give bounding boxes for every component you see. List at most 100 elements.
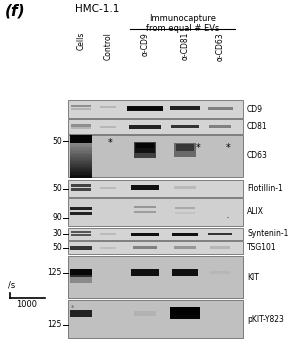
Bar bbox=[70, 310, 92, 317]
Bar bbox=[70, 171, 92, 172]
Bar bbox=[129, 125, 161, 129]
Bar bbox=[68, 135, 243, 177]
Text: pKIT-Y823: pKIT-Y823 bbox=[247, 315, 284, 323]
Bar bbox=[71, 105, 91, 107]
Bar bbox=[134, 311, 156, 316]
Bar bbox=[70, 160, 92, 161]
Bar bbox=[70, 152, 92, 154]
Bar bbox=[70, 139, 92, 140]
Bar bbox=[127, 106, 163, 111]
Bar bbox=[68, 228, 243, 240]
Text: Immunocapture
from equal # EVs: Immunocapture from equal # EVs bbox=[146, 14, 219, 34]
Bar bbox=[174, 186, 196, 189]
Bar bbox=[170, 307, 200, 319]
Bar bbox=[131, 232, 159, 236]
Bar bbox=[70, 141, 92, 143]
Bar bbox=[70, 164, 92, 165]
Text: Cells: Cells bbox=[76, 32, 86, 50]
Text: CD63: CD63 bbox=[247, 151, 268, 161]
Bar bbox=[171, 307, 199, 315]
Bar bbox=[100, 233, 116, 235]
Text: CD81: CD81 bbox=[247, 122, 268, 131]
Text: 50: 50 bbox=[52, 184, 62, 193]
Bar bbox=[100, 106, 116, 108]
Bar bbox=[70, 144, 92, 146]
Bar bbox=[100, 186, 116, 188]
Bar bbox=[70, 211, 92, 215]
Bar bbox=[70, 275, 92, 283]
Bar bbox=[70, 161, 92, 162]
Text: KIT: KIT bbox=[247, 272, 259, 282]
Bar bbox=[70, 169, 92, 171]
Text: Control: Control bbox=[104, 32, 112, 60]
Text: *: * bbox=[196, 143, 200, 153]
Bar bbox=[70, 136, 92, 137]
Bar bbox=[70, 157, 92, 158]
Bar bbox=[70, 143, 92, 144]
Text: (f): (f) bbox=[5, 4, 26, 19]
Bar bbox=[68, 198, 243, 226]
Bar bbox=[133, 246, 157, 249]
Text: *: * bbox=[71, 305, 75, 311]
Bar bbox=[209, 125, 231, 128]
Bar bbox=[127, 106, 163, 110]
Bar bbox=[70, 158, 92, 160]
Bar bbox=[71, 188, 91, 191]
Bar bbox=[70, 176, 92, 178]
Text: 90: 90 bbox=[52, 213, 62, 222]
Text: 125: 125 bbox=[48, 268, 62, 277]
Text: α-CD63: α-CD63 bbox=[215, 32, 224, 61]
Bar bbox=[210, 271, 230, 274]
Bar bbox=[71, 184, 91, 187]
Bar bbox=[68, 300, 243, 338]
Bar bbox=[175, 207, 195, 209]
Bar bbox=[70, 137, 92, 139]
Text: *: * bbox=[108, 138, 112, 148]
Bar bbox=[210, 246, 230, 249]
Bar bbox=[71, 126, 91, 129]
Bar bbox=[172, 269, 198, 276]
Bar bbox=[207, 106, 232, 110]
Bar bbox=[70, 150, 92, 151]
Bar bbox=[70, 162, 92, 164]
Bar bbox=[68, 256, 243, 298]
Bar bbox=[70, 206, 92, 210]
Text: 50: 50 bbox=[52, 137, 62, 146]
Bar bbox=[68, 180, 243, 197]
Bar bbox=[70, 166, 92, 168]
Text: Flotillin-1: Flotillin-1 bbox=[247, 184, 283, 193]
Text: *: * bbox=[226, 143, 230, 153]
Bar bbox=[70, 246, 92, 250]
Bar bbox=[170, 106, 200, 110]
Bar bbox=[174, 143, 196, 157]
Text: 125: 125 bbox=[48, 320, 62, 329]
Text: α-CD9: α-CD9 bbox=[141, 32, 149, 56]
Text: /s: /s bbox=[8, 280, 15, 289]
Bar bbox=[135, 143, 155, 153]
Bar bbox=[70, 151, 92, 152]
Bar bbox=[71, 231, 91, 233]
Text: HMC-1.1: HMC-1.1 bbox=[75, 4, 119, 14]
Bar bbox=[70, 147, 92, 149]
Bar bbox=[70, 165, 92, 167]
Bar bbox=[131, 185, 159, 190]
Bar bbox=[134, 142, 156, 158]
Bar bbox=[136, 143, 154, 148]
Bar bbox=[208, 233, 232, 235]
Bar bbox=[70, 145, 92, 147]
Text: Syntenin-1: Syntenin-1 bbox=[247, 230, 288, 238]
Bar bbox=[70, 154, 92, 155]
Text: CD9: CD9 bbox=[247, 105, 263, 114]
Bar bbox=[174, 246, 196, 249]
Text: TSG101: TSG101 bbox=[247, 243, 277, 252]
Text: .: . bbox=[226, 207, 230, 221]
Bar bbox=[175, 212, 195, 214]
Text: 30: 30 bbox=[52, 230, 62, 238]
Bar bbox=[134, 211, 156, 213]
Bar bbox=[68, 119, 243, 134]
Bar bbox=[70, 155, 92, 157]
Text: ALIX: ALIX bbox=[247, 207, 264, 216]
Text: 50: 50 bbox=[52, 243, 62, 252]
Bar bbox=[71, 234, 91, 236]
Text: 1000: 1000 bbox=[16, 300, 37, 309]
